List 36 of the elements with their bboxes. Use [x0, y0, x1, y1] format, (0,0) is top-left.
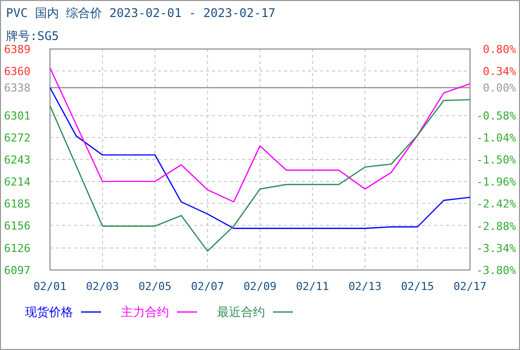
y2-tick-label: 0.34%: [482, 65, 516, 78]
y-tick-label: 6360: [4, 64, 30, 78]
y2-tick-label: -0.58%: [476, 109, 516, 122]
x-tick-label: 02/13: [348, 280, 382, 293]
y-tick-label: 6097: [4, 264, 30, 277]
legend-label: 现货价格: [25, 305, 73, 319]
y-tick-label: 6243: [4, 154, 30, 166]
y2-tick-label: -2.42%: [476, 198, 516, 211]
y-tick-label: 6338: [4, 82, 30, 95]
x-tick-label: 02/11: [296, 280, 330, 293]
x-tick-label: 02/05: [138, 280, 172, 293]
legend-label: 最近合约: [217, 305, 265, 319]
y-tick-label: 6301: [4, 110, 30, 123]
y-tick-label: 6272: [4, 132, 30, 145]
y-tick-label: 6126: [4, 242, 30, 256]
y2-tick-label: -1.96%: [476, 176, 516, 189]
legend-label: 主力合约: [121, 305, 169, 319]
y2-tick-label: -1.50%: [476, 154, 516, 166]
y-tick-label: 6389: [4, 43, 30, 56]
x-tick-label: 02/17: [453, 280, 487, 293]
x-tick-label: 02/15: [400, 280, 434, 293]
x-tick-label: 02/07: [190, 280, 224, 293]
x-tick-label: 02/03: [86, 280, 120, 293]
y2-tick-label: -2.88%: [476, 220, 516, 233]
y-tick-label: 6214: [4, 175, 31, 188]
y2-tick-label: 0.00%: [482, 81, 516, 94]
chart-subtitle: 牌号:SG5: [6, 29, 59, 43]
y2-tick-label: -1.04%: [476, 131, 516, 144]
x-tick-label: 02/01: [33, 280, 67, 293]
y2-tick-label: -3.34%: [476, 242, 516, 255]
y-tick-label: 6185: [4, 197, 30, 210]
chart-title: PVC 国内 综合价 2023-02-01 - 2023-02-17: [6, 6, 276, 20]
y2-tick-label: 0.80%: [482, 43, 516, 56]
y2-tick-label: -3.80%: [476, 264, 516, 277]
y-tick-label: 6156: [4, 219, 30, 232]
x-tick-label: 02/09: [243, 280, 277, 293]
